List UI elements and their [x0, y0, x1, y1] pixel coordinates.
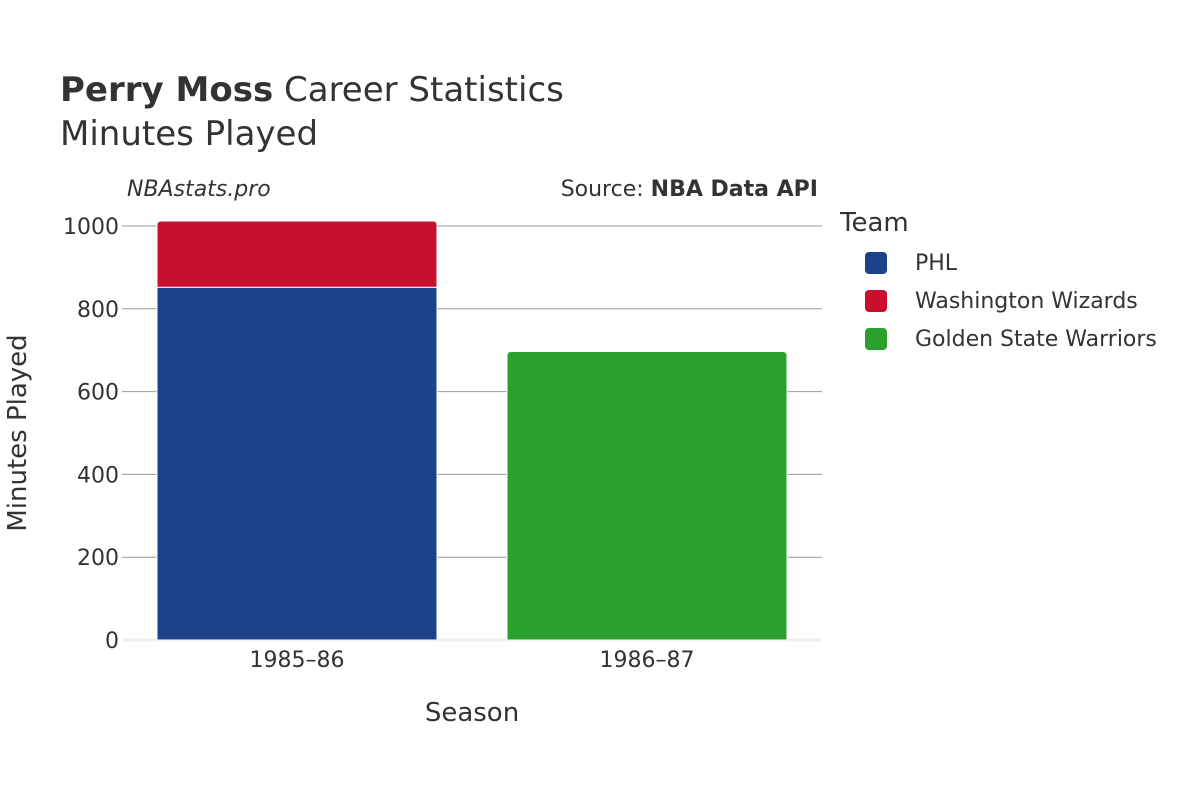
chart-subtitle: Minutes Played: [60, 114, 319, 154]
watermark: NBAstats.pro: [127, 177, 271, 202]
y-tick-label: 600: [77, 381, 119, 406]
legend-label: Golden State Warriors: [915, 326, 1157, 352]
y-axis-title: Minutes Played: [3, 334, 33, 531]
legend-swatch: [865, 328, 887, 350]
source-credit: Source: NBA Data API: [561, 177, 818, 202]
y-tick-label: 200: [77, 546, 119, 571]
bars: [156, 220, 788, 641]
legend-label: Washington Wizards: [915, 288, 1138, 314]
chart-title-block: Perry Moss Career Statistics Minutes Pla…: [60, 68, 564, 156]
source-name: NBA Data API: [650, 177, 818, 202]
legend-item[interactable]: PHL: [840, 244, 1157, 282]
y-tick-label: 800: [77, 298, 119, 323]
y-axis-ticks: 0 200 400 600 800 1000: [63, 215, 119, 654]
y-tick-label: 1000: [63, 215, 119, 240]
bar-segment: [506, 350, 788, 641]
bar-segment: [156, 220, 438, 288]
legend-items: PHL Washington Wizards Golden State Warrio…: [840, 244, 1157, 358]
y-tick-label: 0: [105, 629, 119, 654]
legend-label: PHL: [915, 250, 958, 276]
player-name: Perry Moss: [60, 70, 274, 110]
y-tick-label: 400: [77, 463, 119, 488]
legend-swatch: [865, 252, 887, 274]
legend-item[interactable]: Golden State Warriors: [840, 320, 1157, 358]
x-axis-ticks: 1985–86 1986–87: [250, 648, 695, 673]
chart-title: Perry Moss Career Statistics: [60, 68, 564, 112]
title-suffix: Career Statistics: [273, 70, 564, 110]
legend-swatch: [865, 290, 887, 312]
x-axis-title: Season: [425, 698, 519, 728]
bar-segment: [156, 286, 438, 641]
legend: Team PHL Washington Wizards Golden State W…: [840, 208, 1157, 358]
x-tick-label: 1985–86: [250, 648, 345, 673]
legend-item[interactable]: Washington Wizards: [840, 282, 1157, 320]
source-prefix: Source:: [560, 177, 651, 202]
x-tick-label: 1986–87: [600, 648, 695, 673]
legend-title: Team: [840, 208, 909, 238]
